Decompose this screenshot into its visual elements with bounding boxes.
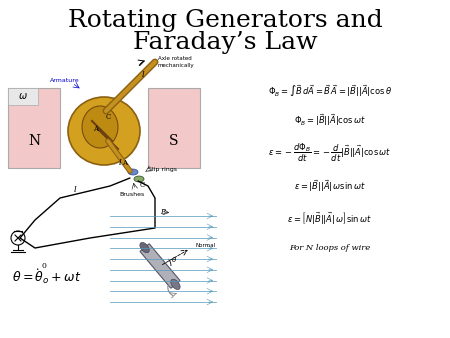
Text: C: C <box>105 113 111 121</box>
Ellipse shape <box>68 97 140 165</box>
Text: 0: 0 <box>41 262 46 270</box>
Text: $\Phi_B = |\vec{B}||\vec{A}|\cos\omega t$: $\Phi_B = |\vec{B}||\vec{A}|\cos\omega t… <box>294 112 366 128</box>
Text: l: l <box>74 186 76 194</box>
Bar <box>148 88 200 168</box>
Text: A: A <box>94 125 99 133</box>
Text: $\theta = \theta_o + \omega t$: $\theta = \theta_o + \omega t$ <box>12 270 81 286</box>
Text: Faraday’s Law: Faraday’s Law <box>133 30 317 53</box>
Text: C: C <box>140 181 144 189</box>
Text: $\varepsilon = -\dfrac{d\Phi_B}{dt} = -\dfrac{d}{dt}|\vec{B}||\vec{A}|\cos\omega: $\varepsilon = -\dfrac{d\Phi_B}{dt} = -\… <box>268 142 392 164</box>
Ellipse shape <box>82 106 118 148</box>
Text: •: • <box>35 267 39 272</box>
Text: $\omega$: $\omega$ <box>18 91 28 101</box>
Text: Brushes: Brushes <box>119 193 144 197</box>
Text: $\varepsilon = |\vec{B}||\vec{A}|\,\omega\sin\omega t$: $\varepsilon = |\vec{B}||\vec{A}|\,\omeg… <box>294 178 366 194</box>
Text: $\Phi_B = \int \vec{B}\,d\vec{A} = \vec{B}\,\vec{A} = |\vec{B}||\vec{A}|\cos\the: $\Phi_B = \int \vec{B}\,d\vec{A} = \vec{… <box>268 83 392 99</box>
Ellipse shape <box>134 176 144 182</box>
Text: Rotating Generators and: Rotating Generators and <box>68 8 382 31</box>
Text: S: S <box>169 134 179 148</box>
Text: l: l <box>119 159 122 167</box>
Text: $\theta$: $\theta$ <box>171 256 177 265</box>
Text: l: l <box>142 71 144 79</box>
Ellipse shape <box>140 242 149 253</box>
Text: For N loops of wire: For N loops of wire <box>289 244 371 252</box>
Text: A: A <box>122 159 127 167</box>
Text: $\varepsilon = \left[N|\vec{B}||\vec{A}|\,\omega\right]\sin\omega t$: $\varepsilon = \left[N|\vec{B}||\vec{A}|… <box>288 210 373 226</box>
Bar <box>8 88 60 168</box>
Ellipse shape <box>128 169 138 175</box>
Bar <box>8 88 38 105</box>
Text: Slip rings: Slip rings <box>148 168 177 172</box>
Ellipse shape <box>171 279 180 290</box>
Text: N: N <box>28 134 40 148</box>
Text: B: B <box>161 208 166 216</box>
Text: Axle rotated
mechanically: Axle rotated mechanically <box>158 56 194 68</box>
Text: Normal: Normal <box>195 243 216 248</box>
Text: Armature: Armature <box>50 78 80 83</box>
Polygon shape <box>140 244 180 288</box>
